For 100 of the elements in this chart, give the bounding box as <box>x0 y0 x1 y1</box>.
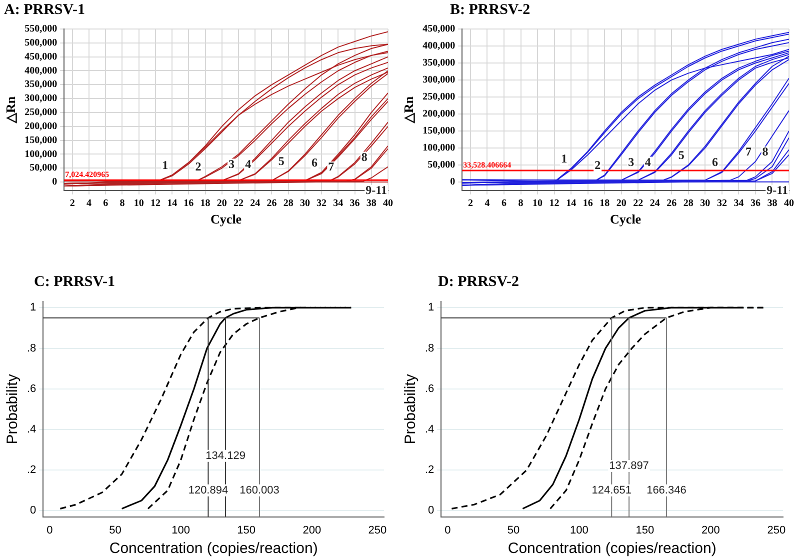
annotation: 4 <box>644 154 651 169</box>
chart-title: D: PRRSV-2 <box>437 273 520 292</box>
x-tick-label: 10 <box>532 198 543 209</box>
annotation: 3 <box>228 156 235 171</box>
x-tick-label: 12 <box>549 198 560 209</box>
y-tick-label: 450,000 <box>24 51 58 62</box>
annotation: 7 <box>328 160 334 174</box>
x-axis-title: Cycle <box>210 212 242 227</box>
annotation: 160.003 <box>240 484 280 496</box>
x-tick-label: 32 <box>316 198 327 209</box>
y-tick-label: .6 <box>26 382 36 395</box>
y-tick-label: .8 <box>424 342 434 354</box>
annotation: 6 <box>312 155 318 170</box>
x-tick-label: 18 <box>600 198 610 209</box>
x-tick-label: 150 <box>636 524 654 536</box>
annotation: 137.897 <box>609 460 649 472</box>
x-tick-label: 50 <box>507 524 520 536</box>
y-tick-label: 400,000 <box>422 40 456 52</box>
y-tick-label: 1 <box>428 302 434 314</box>
x-tick-label: 100 <box>172 524 190 536</box>
x-tick-label: 20 <box>216 198 227 209</box>
y-tick-label: 0 <box>30 504 36 517</box>
y-tick-label: 250,000 <box>24 107 58 118</box>
annotation: 3 <box>628 154 634 169</box>
y-tick-label: 100,000 <box>24 148 58 160</box>
x-axis-title: Concentration (copies/reaction) <box>109 540 318 558</box>
annotation: 2 <box>195 160 202 174</box>
x-tick-label: 14 <box>566 198 576 209</box>
x-axis-title: Concentration (copies/reaction) <box>508 540 716 558</box>
x-tick-label: 32 <box>716 198 727 209</box>
y-tick-label: 50,000 <box>428 159 456 170</box>
y-tick-label: .2 <box>424 464 434 476</box>
annotation: 5 <box>278 154 284 168</box>
x-tick-label: 22 <box>234 198 244 209</box>
x-tick-label: 150 <box>237 524 256 536</box>
annotation: 9-11 <box>766 183 788 197</box>
chart-title: B: PRRSV-2 <box>449 1 532 20</box>
x-tick-label: 14 <box>167 198 178 209</box>
x-tick-label: 10 <box>134 198 144 209</box>
y-tick-label: 1 <box>30 302 36 314</box>
annotation: 2 <box>594 158 601 172</box>
x-tick-label: 30 <box>700 198 710 209</box>
annotation: 8 <box>762 144 768 159</box>
y-tick-label: .8 <box>26 342 36 354</box>
y-tick-label: 200,000 <box>422 108 456 120</box>
annotation: 134.129 <box>206 450 246 462</box>
y-tick-label: 450,000 <box>422 24 456 35</box>
annotation: 5 <box>678 148 684 162</box>
x-tick-label: 28 <box>683 198 694 209</box>
x-tick-label: 6 <box>103 198 108 209</box>
y-tick-label: 150,000 <box>422 126 456 137</box>
annotation: 6 <box>712 154 718 169</box>
y-tick-label: .4 <box>424 424 434 436</box>
y-tick-label: .6 <box>424 382 434 395</box>
chart-title: A: PRRSV-1 <box>3 1 86 20</box>
annotation: 1 <box>162 158 168 172</box>
x-tick-label: 36 <box>750 198 760 209</box>
y-axis-title: Probability <box>4 374 22 444</box>
y-tick-label: 0 <box>52 176 58 188</box>
x-axis-title: Cycle <box>610 212 642 227</box>
x-tick-label: 40 <box>784 198 794 209</box>
x-tick-label: 250 <box>368 524 387 536</box>
x-tick-label: 250 <box>767 524 786 536</box>
annotation: 1 <box>561 151 568 166</box>
x-tick-label: 8 <box>120 198 125 209</box>
x-tick-label: 4 <box>86 198 92 209</box>
y-tick-label: 0 <box>450 176 456 188</box>
x-tick-label: 2 <box>70 198 75 209</box>
ref-line-label: 7,024.420965 <box>65 170 110 180</box>
y-tick-label: 100,000 <box>422 142 456 154</box>
annotation: 166.346 <box>646 484 686 496</box>
x-tick-label: 200 <box>302 524 322 536</box>
x-tick-label: 36 <box>350 198 360 209</box>
x-tick-label: 30 <box>300 198 310 209</box>
x-tick-label: 20 <box>616 198 626 209</box>
y-tick-label: 350,000 <box>422 58 456 69</box>
annotation: 124.651 <box>592 484 632 496</box>
y-tick-label: 300,000 <box>24 93 58 104</box>
x-tick-label: 12 <box>150 198 160 209</box>
x-tick-label: 34 <box>734 198 744 209</box>
y-tick-label: 550,000 <box>24 24 58 35</box>
x-tick-label: 4 <box>484 198 490 209</box>
y-tick-label: .2 <box>26 464 36 476</box>
x-tick-label: 200 <box>702 524 720 536</box>
y-axis-title: Probability <box>402 374 420 444</box>
y-axis-title: △Rn <box>3 96 18 124</box>
x-tick-label: 34 <box>333 198 344 209</box>
y-tick-label: 50,000 <box>30 162 58 174</box>
x-tick-label: 26 <box>266 198 277 209</box>
x-tick-label: 38 <box>767 198 778 209</box>
x-tick-label: 50 <box>109 524 122 536</box>
x-tick-label: 40 <box>383 198 393 209</box>
x-tick-label: 24 <box>650 198 660 209</box>
y-tick-label: 250,000 <box>422 92 456 103</box>
y-tick-label: 350,000 <box>24 79 58 90</box>
y-axis-title: △Rn <box>401 96 416 124</box>
x-tick-label: 2 <box>468 198 473 209</box>
x-tick-label: 26 <box>666 198 677 209</box>
annotation: 8 <box>361 150 368 164</box>
x-tick-label: 24 <box>250 198 260 209</box>
